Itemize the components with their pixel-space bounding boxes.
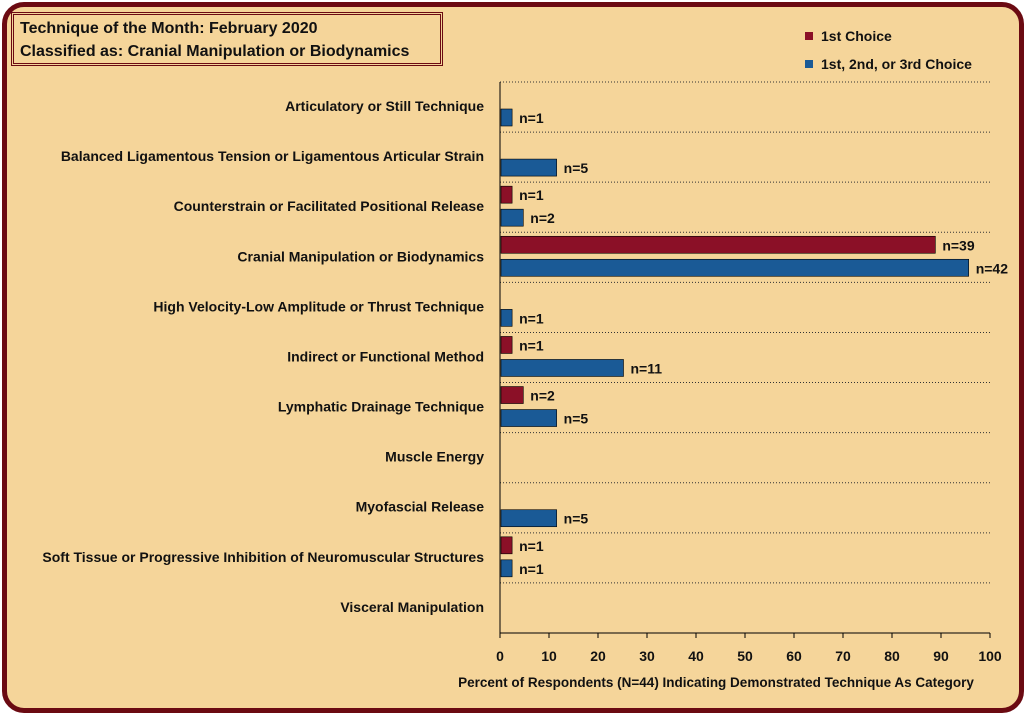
x-tick-label: 10	[541, 648, 557, 664]
x-tick-label: 0	[496, 648, 504, 664]
category-label: Myofascial Release	[356, 499, 485, 515]
data-label: n=11	[631, 360, 663, 376]
x-tick-label: 90	[933, 648, 949, 664]
x-tick-label: 70	[835, 648, 851, 664]
legend: 1st Choice 1st, 2nd, or 3rd Choice	[805, 22, 972, 78]
data-label: n=1	[519, 337, 544, 353]
bar-first-choice	[500, 185, 513, 204]
data-label: n=5	[564, 160, 589, 176]
category-label: Muscle Energy	[385, 449, 484, 465]
bar-first-choice	[500, 235, 936, 254]
bar-any-choice	[500, 108, 513, 127]
category-label: Counterstrain or Facilitated Positional …	[174, 198, 485, 214]
category-label: High Velocity-Low Amplitude or Thrust Te…	[153, 298, 484, 314]
bar-any-choice	[500, 509, 557, 528]
legend-label-first-choice: 1st Choice	[821, 28, 892, 44]
x-tick-label: 50	[737, 648, 753, 664]
x-tick-label: 60	[786, 648, 802, 664]
chart-title: Technique of the Month: February 2020	[20, 20, 318, 37]
x-tick-label: 20	[590, 648, 606, 664]
legend-item-any-choice: 1st, 2nd, or 3rd Choice	[805, 50, 972, 78]
bar-first-choice	[500, 336, 513, 354]
data-label: n=5	[564, 411, 589, 427]
data-label: n=2	[530, 388, 555, 404]
bar-first-choice	[500, 536, 513, 555]
category-label: Visceral Manipulation	[340, 599, 484, 615]
bar-any-choice	[500, 258, 970, 277]
category-label: Cranial Manipulation or Biodynamics	[237, 248, 484, 264]
data-label: n=1	[519, 561, 544, 577]
bar-first-choice	[500, 386, 524, 404]
data-label: n=2	[530, 210, 555, 226]
bar-any-choice	[500, 359, 624, 377]
x-tick-label: 80	[884, 648, 900, 664]
chart-subtitle: Classified as: Cranial Manipulation or B…	[20, 43, 410, 60]
x-tick-label: 30	[639, 648, 655, 664]
chart-title-box: Technique of the Month: February 2020 Cl…	[11, 12, 443, 66]
data-label: n=1	[519, 310, 544, 326]
data-label: n=1	[519, 187, 544, 203]
category-label: Indirect or Functional Method	[287, 348, 484, 364]
x-tick-label: 100	[978, 648, 1002, 664]
legend-item-first-choice: 1st Choice	[805, 22, 972, 50]
category-label: Balanced Ligamentous Tension or Ligament…	[61, 148, 484, 164]
bar-any-choice	[500, 208, 524, 227]
data-label: n=42	[976, 260, 1009, 276]
legend-swatch-any-choice	[805, 60, 813, 68]
data-label: n=5	[564, 511, 589, 527]
bar-any-choice	[500, 158, 557, 177]
legend-label-any-choice: 1st, 2nd, or 3rd Choice	[821, 56, 972, 72]
legend-swatch-first-choice	[805, 32, 813, 40]
data-label: n=39	[942, 237, 975, 253]
x-tick-label: 40	[688, 648, 704, 664]
category-label: Lymphatic Drainage Technique	[278, 399, 484, 415]
bar-any-choice	[500, 309, 513, 327]
x-axis-title: Percent of Respondents (N=44) Indicating…	[458, 675, 974, 690]
data-label: n=1	[519, 538, 544, 554]
data-label: n=1	[519, 110, 544, 126]
bar-any-choice	[500, 559, 513, 578]
category-label: Articulatory or Still Technique	[285, 98, 484, 114]
bar-any-choice	[500, 409, 557, 427]
category-label: Soft Tissue or Progressive Inhibition of…	[42, 549, 484, 565]
